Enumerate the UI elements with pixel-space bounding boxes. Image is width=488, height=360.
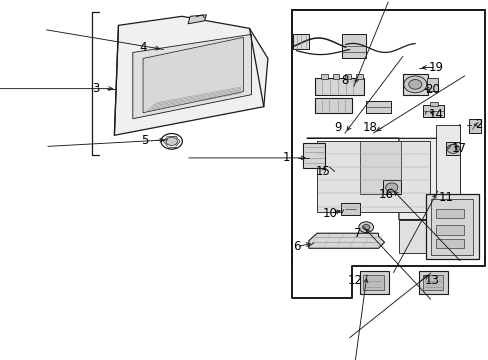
Polygon shape xyxy=(341,35,366,58)
Polygon shape xyxy=(430,199,472,255)
Polygon shape xyxy=(426,78,437,91)
Circle shape xyxy=(385,183,397,192)
Text: 13: 13 xyxy=(424,274,439,287)
Polygon shape xyxy=(314,98,351,113)
Polygon shape xyxy=(316,141,429,212)
Polygon shape xyxy=(133,35,251,119)
Polygon shape xyxy=(366,101,390,113)
Text: 14: 14 xyxy=(428,108,443,121)
Text: 9: 9 xyxy=(333,121,341,134)
Text: 12: 12 xyxy=(346,274,362,287)
Text: 1: 1 xyxy=(282,152,289,165)
Text: 15: 15 xyxy=(315,165,330,178)
Text: 17: 17 xyxy=(451,142,466,156)
Polygon shape xyxy=(314,78,364,95)
Polygon shape xyxy=(302,143,325,168)
Polygon shape xyxy=(435,125,459,220)
Polygon shape xyxy=(422,275,442,291)
Polygon shape xyxy=(419,271,447,294)
Polygon shape xyxy=(143,37,243,113)
Text: 18: 18 xyxy=(362,121,377,134)
Polygon shape xyxy=(382,180,400,194)
Polygon shape xyxy=(306,125,459,253)
Polygon shape xyxy=(398,220,435,253)
Polygon shape xyxy=(340,203,359,215)
Text: 4: 4 xyxy=(139,41,146,54)
Text: 8: 8 xyxy=(341,74,348,87)
Polygon shape xyxy=(344,74,351,79)
Text: 6: 6 xyxy=(292,240,300,253)
Polygon shape xyxy=(308,233,384,248)
Polygon shape xyxy=(188,15,206,24)
Polygon shape xyxy=(363,275,383,291)
Polygon shape xyxy=(423,105,443,117)
Text: 11: 11 xyxy=(438,190,452,203)
Circle shape xyxy=(358,222,373,233)
Polygon shape xyxy=(445,142,459,156)
Text: 16: 16 xyxy=(378,188,392,201)
Text: 7: 7 xyxy=(353,227,361,240)
Polygon shape xyxy=(425,194,478,259)
Polygon shape xyxy=(402,73,427,95)
Text: 19: 19 xyxy=(427,61,442,74)
Polygon shape xyxy=(468,120,480,133)
Circle shape xyxy=(362,225,369,230)
Text: 2: 2 xyxy=(474,118,482,131)
Polygon shape xyxy=(435,239,464,248)
Polygon shape xyxy=(114,16,267,135)
Polygon shape xyxy=(359,271,388,294)
Polygon shape xyxy=(356,74,362,79)
Polygon shape xyxy=(435,225,464,235)
Polygon shape xyxy=(321,74,327,79)
Text: 10: 10 xyxy=(322,207,337,220)
Text: 5: 5 xyxy=(141,134,148,147)
Polygon shape xyxy=(435,208,464,218)
Text: 3: 3 xyxy=(92,82,100,95)
Text: 20: 20 xyxy=(424,83,439,96)
Circle shape xyxy=(165,137,177,145)
Polygon shape xyxy=(429,102,437,106)
Circle shape xyxy=(446,144,458,153)
Circle shape xyxy=(403,76,426,93)
Circle shape xyxy=(408,80,421,89)
Polygon shape xyxy=(293,35,308,49)
Polygon shape xyxy=(359,141,400,194)
Polygon shape xyxy=(332,74,339,79)
